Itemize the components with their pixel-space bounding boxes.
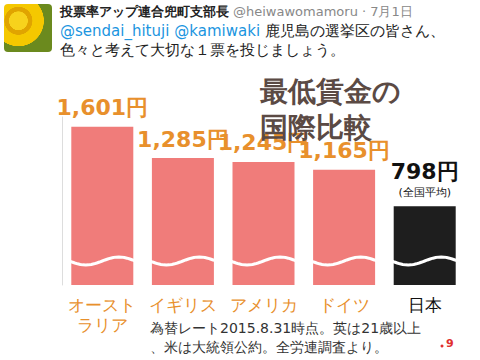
svg-text:オースト: オースト — [68, 295, 136, 315]
html-text:@sendai_hituji @kamiwaki 鹿児島の選: @sendai_hituji @kamiwaki 鹿児島の選挙区の皆さん、色々と… — [60, 22, 446, 59]
svg-text:ドイツ: ドイツ — [319, 295, 370, 315]
svg-text:1,165円: 1,165円 — [298, 138, 390, 164]
svg-text:、米は大統領公約。全労連調査より。: 、米は大統領公約。全労連調査より。 — [150, 339, 388, 355]
svg-text:ラリア: ラリア — [77, 315, 128, 335]
svg-text:1,601円: 1,601円 — [57, 95, 149, 120]
svg-text:アメリカ: アメリカ — [230, 295, 298, 315]
svg-text:国際比較: 国際比較 — [260, 111, 373, 144]
svg-text:798円: 798円 — [391, 159, 459, 184]
svg-text:最低賃金の: 最低賃金の — [259, 75, 401, 108]
svg-text:日本: 日本 — [408, 295, 442, 315]
html-text:投票率アップ連合兜町支部長 @heiwawomamoru ·: 投票率アップ連合兜町支部長 @heiwawomamoru · 7月1日 — [60, 4, 413, 19]
svg-text:為替レート2015.8.31時点。英は21歳以上: 為替レート2015.8.31時点。英は21歳以上 — [150, 320, 421, 336]
svg-text:1,285円: 1,285円 — [137, 127, 229, 152]
svg-text:9: 9 — [446, 337, 454, 350]
svg-text:(全国平均): (全国平均) — [398, 186, 451, 199]
svg-text:イギリス: イギリス — [149, 295, 217, 315]
